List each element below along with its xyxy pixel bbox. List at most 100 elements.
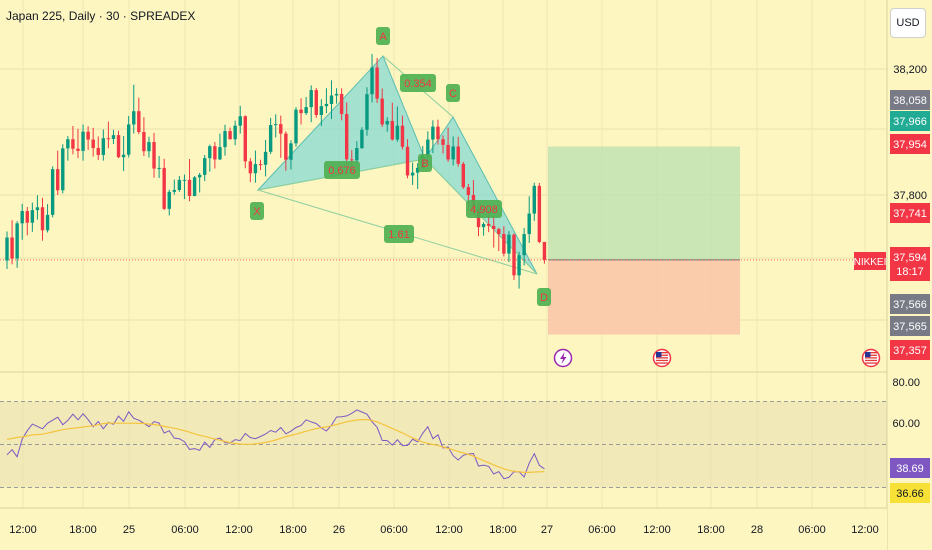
candle xyxy=(121,136,126,172)
svg-text:36.66: 36.66 xyxy=(896,488,924,500)
price-axis[interactable]: 38,200 37,800 38,058 37,966 37,954 37,741 37,5… xyxy=(854,0,932,550)
candle xyxy=(527,196,531,243)
position-profit-zone[interactable] xyxy=(548,146,740,260)
svg-text:37,594: 37,594 xyxy=(893,252,927,264)
candle xyxy=(294,107,298,147)
time-tick-label: 06:00 xyxy=(588,524,616,536)
position-loss-zone[interactable] xyxy=(548,259,740,335)
candle xyxy=(233,120,237,146)
svg-text:38.69: 38.69 xyxy=(896,463,924,475)
candle xyxy=(253,150,258,183)
candle xyxy=(390,102,395,141)
rsi-tick-label: 60.00 xyxy=(892,418,920,430)
price-tick-label: 38,200 xyxy=(893,64,927,76)
svg-text:37,357: 37,357 xyxy=(893,345,927,357)
candle xyxy=(248,158,253,183)
us-flag-icon[interactable] xyxy=(861,348,881,368)
svg-text:37,566: 37,566 xyxy=(893,299,927,311)
candle xyxy=(71,126,75,155)
time-tick-label: 06:00 xyxy=(798,524,826,536)
candle xyxy=(410,162,415,185)
ratio-xab-label: 0.676 xyxy=(324,161,360,179)
candle xyxy=(309,85,313,123)
rsi-value-tag[interactable]: 38.69 xyxy=(890,458,930,478)
candle xyxy=(25,206,29,236)
candle xyxy=(532,182,536,221)
candle xyxy=(334,88,339,104)
time-axis[interactable]: 12:00 18:00 25 06:00 12:00 18:00 26 06:00 12:00 1… xyxy=(0,507,887,550)
candle xyxy=(167,189,171,216)
candle xyxy=(441,135,445,154)
price-tag[interactable]: 37,566 xyxy=(890,294,930,314)
candle xyxy=(502,226,506,257)
svg-text:37,565: 37,565 xyxy=(893,321,927,333)
candle xyxy=(142,117,146,156)
candle xyxy=(10,220,14,265)
ratio-bcd-label: 4.908 xyxy=(466,200,502,218)
event-markers[interactable] xyxy=(553,348,881,368)
svg-text:18:17: 18:17 xyxy=(896,266,924,278)
price-tag[interactable]: 37,594 18:17 xyxy=(890,247,930,281)
candle xyxy=(461,161,465,190)
candle xyxy=(126,115,131,158)
candle xyxy=(56,150,60,195)
candle xyxy=(542,241,547,264)
time-tick-label: 25 xyxy=(123,524,135,536)
candle xyxy=(111,129,116,144)
candle xyxy=(152,132,156,178)
time-tick-label: 18:00 xyxy=(697,524,725,536)
candle xyxy=(370,53,374,103)
candle xyxy=(436,119,440,145)
candle xyxy=(91,127,95,157)
time-tick-label: 18:00 xyxy=(69,524,97,536)
candle xyxy=(86,126,90,150)
pattern-point-b-label: B xyxy=(418,154,432,172)
time-tick-label: 12:00 xyxy=(225,524,253,536)
time-tick-label: 18:00 xyxy=(489,524,517,536)
time-tick-label: 12:00 xyxy=(851,524,879,536)
svg-text:38,058: 38,058 xyxy=(893,95,927,107)
candle xyxy=(20,203,24,240)
symbol-price-tag[interactable]: NIKKEI xyxy=(854,252,887,270)
rsi-line xyxy=(6,409,545,480)
time-tick-label: 27 xyxy=(541,524,553,536)
candle xyxy=(213,142,217,169)
candle xyxy=(238,105,242,134)
candle xyxy=(329,80,334,120)
us-flag-icon[interactable] xyxy=(652,348,672,368)
candle xyxy=(66,136,70,161)
candle xyxy=(537,183,542,244)
candle xyxy=(380,88,384,127)
price-tag[interactable]: 37,954 xyxy=(890,134,930,154)
candle xyxy=(431,120,435,154)
price-tag[interactable]: 37,565 xyxy=(890,316,930,336)
svg-text:X: X xyxy=(253,206,261,218)
candle xyxy=(223,124,227,156)
candle xyxy=(522,228,526,266)
candle xyxy=(81,124,85,161)
currency-button[interactable]: USD xyxy=(890,8,926,38)
candle xyxy=(400,115,405,150)
price-tag[interactable]: 37,357 xyxy=(890,340,930,360)
candle xyxy=(132,84,136,134)
candle xyxy=(162,158,166,211)
candle xyxy=(268,117,273,155)
price-tag[interactable]: 37,966 xyxy=(890,111,930,131)
symbol-title[interactable]: Japan 225, Daily · 30 · SPREADEX xyxy=(6,9,196,23)
rsi-value-tag[interactable]: 36.66 xyxy=(890,483,930,503)
lightning-icon[interactable] xyxy=(553,348,573,368)
candle xyxy=(481,222,486,236)
ratio-xd-label: 1.61 xyxy=(384,225,414,243)
candle xyxy=(517,251,521,289)
rsi-pane[interactable] xyxy=(0,401,887,488)
long-position-tool[interactable] xyxy=(548,146,740,335)
price-tag[interactable]: 38,058 xyxy=(890,90,930,110)
candle xyxy=(507,231,511,263)
candle xyxy=(116,130,121,159)
price-tag[interactable]: 37,741 xyxy=(890,203,930,223)
svg-text:37,741: 37,741 xyxy=(893,208,927,220)
pattern-point-x-label: X xyxy=(250,202,264,220)
candle xyxy=(324,88,329,114)
